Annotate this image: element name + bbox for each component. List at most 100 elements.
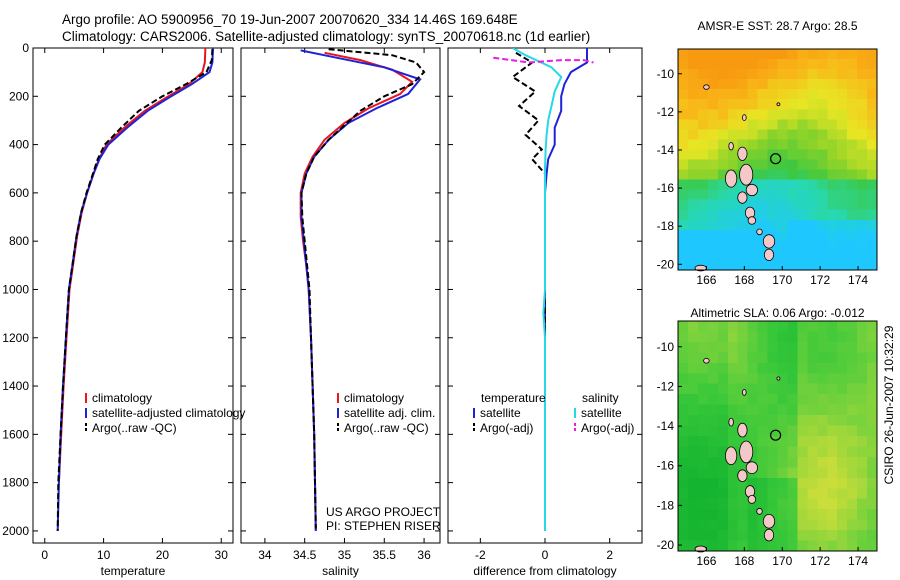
sla_map-heatmap-cell bbox=[678, 341, 689, 353]
sst_map-heatmap-cell bbox=[688, 49, 699, 60]
sst_map-heatmap-cell bbox=[688, 89, 699, 100]
sla_map-heatmap-cell bbox=[688, 394, 699, 406]
sla_map-heatmap-cell bbox=[857, 456, 868, 468]
sst_map-heatmap-cell bbox=[717, 249, 729, 261]
sst_map-heatmap-cell bbox=[777, 49, 788, 60]
sst_map-heatmap-cell bbox=[678, 189, 689, 201]
sla_map-heatmap-cell bbox=[697, 415, 709, 427]
sst_map-heatmap-cell bbox=[827, 169, 838, 181]
sst_map-heatmap-cell bbox=[707, 49, 719, 60]
sla_map-heatmap-cell bbox=[757, 488, 769, 500]
sla_map-heatmap-cell bbox=[827, 425, 838, 437]
sla_map-heatmap-cell bbox=[807, 415, 818, 427]
sla_map-heatmap-cell bbox=[747, 321, 759, 333]
sla_map-heatmap-cell bbox=[827, 415, 838, 427]
sla_map-heatmap-cell bbox=[688, 331, 699, 343]
sla_map-heatmap-cell bbox=[757, 373, 769, 385]
sla_map-heatmap-cell bbox=[688, 509, 699, 521]
sst_map-heatmap-cell bbox=[777, 219, 788, 231]
sst_map-heatmap-cell bbox=[837, 129, 848, 140]
sla_map-heatmap-cell bbox=[777, 425, 788, 437]
sst_map-heatmap-cell bbox=[717, 69, 729, 80]
sla_map-heatmap-cell bbox=[797, 530, 808, 542]
sla_map-heatmap-cell bbox=[777, 540, 788, 552]
sla_map-island bbox=[739, 440, 754, 464]
temperature-ytick-label: 0 bbox=[22, 41, 29, 55]
difference-series-group bbox=[493, 48, 594, 531]
sst_map-heatmap-cell bbox=[867, 89, 878, 100]
sst_map-heatmap-cell bbox=[867, 49, 878, 60]
sst_map-heatmap-cell bbox=[757, 99, 769, 110]
difference-legend-title: temperature bbox=[481, 391, 546, 405]
sst_map-heatmap-cell bbox=[747, 260, 759, 271]
sla_map-heatmap-cell bbox=[697, 488, 709, 500]
sla_map-heatmap-cell bbox=[827, 341, 838, 353]
sst_map-heatmap-cell bbox=[827, 260, 838, 271]
sst_map-heatmap-cell bbox=[817, 159, 828, 171]
sla_map-heatmap-cell bbox=[737, 321, 749, 333]
sst_map-ytick-label: -10 bbox=[657, 67, 675, 81]
sst_map-heatmap-cell bbox=[717, 199, 729, 211]
sla_map-heatmap-cell bbox=[807, 331, 818, 343]
temperature-panel bbox=[32, 47, 234, 544]
sst_map-heatmap-cell bbox=[837, 149, 848, 161]
sla_map-heatmap-cell bbox=[797, 352, 808, 364]
sla_map-heatmap-cell bbox=[807, 498, 818, 510]
sla_map-heatmap-cell bbox=[797, 498, 808, 510]
sst_map-heatmap-cell bbox=[757, 109, 769, 120]
sla_map-heatmap-cell bbox=[857, 509, 868, 521]
sla_map-heatmap-cell bbox=[817, 446, 828, 458]
sst_map-heatmap-cell bbox=[857, 189, 868, 201]
sst_map-heatmap-cell bbox=[837, 169, 848, 181]
sst_map-heatmap-cell bbox=[787, 209, 798, 221]
sst_map-axes-frame bbox=[677, 48, 878, 271]
sla_map-heatmap-cell bbox=[717, 352, 729, 364]
sst_map-heatmap-cell bbox=[827, 59, 838, 70]
sla_map-heatmap-cell bbox=[707, 425, 719, 437]
sla_map-heatmap-cell bbox=[837, 394, 848, 406]
salinity-xtick-label: 35.5 bbox=[373, 548, 397, 562]
sst_map-heatmap-cell bbox=[867, 189, 878, 201]
sst_map-heatmap-cell bbox=[847, 229, 858, 241]
sst_map-heatmap-cell bbox=[777, 179, 788, 191]
sst_map-heatmap-cell bbox=[867, 209, 878, 221]
sst_map-heatmap-cell bbox=[688, 129, 699, 140]
sst_map-heatmap-cell bbox=[717, 209, 729, 221]
sst_map-heatmap-cell bbox=[697, 239, 709, 251]
sst_map-heatmap-cell bbox=[747, 119, 759, 130]
sst_map-heatmap-cell bbox=[837, 229, 848, 241]
sst_map-heatmap-cell bbox=[707, 59, 719, 70]
sst_map-heatmap-cell bbox=[697, 249, 709, 261]
sla_map-heatmap-cell bbox=[727, 383, 739, 395]
sla_map-heatmap-cell bbox=[827, 404, 838, 416]
sst_map-heatmap-cell bbox=[747, 159, 759, 171]
sla_map-heatmap-cell bbox=[737, 331, 749, 343]
sst_map-heatmap-cell bbox=[847, 69, 858, 80]
sst_map-heatmap-cell bbox=[707, 119, 719, 130]
sla_map-heatmap-cell bbox=[777, 498, 788, 510]
sla_map-heatmap-cell bbox=[867, 362, 878, 374]
sla_map-heatmap-cell bbox=[857, 477, 868, 489]
sst_map-heatmap-cell bbox=[757, 119, 769, 130]
sst_map-heatmap-cell bbox=[767, 79, 778, 90]
sst_map-heatmap-cell bbox=[787, 229, 798, 241]
sst_map-heatmap-cell bbox=[697, 209, 709, 221]
sla_map-heatmap-cell bbox=[678, 404, 689, 416]
sst_map-heatmap-cell bbox=[747, 239, 759, 251]
sst_map-heatmap-cell bbox=[678, 229, 689, 241]
sst_map-heatmap-cell bbox=[717, 59, 729, 70]
sla_map-heatmap-cell bbox=[797, 362, 808, 374]
sla_map-heatmap-cell bbox=[807, 477, 818, 489]
sst_map-island bbox=[724, 169, 738, 188]
sst_map-island bbox=[763, 248, 775, 261]
sla_map-heatmap-cell bbox=[688, 436, 699, 448]
sst_map-float-marker bbox=[769, 153, 782, 165]
sst_map-heatmap-cell bbox=[817, 99, 828, 110]
sst_map-heatmap-cell bbox=[737, 199, 749, 211]
sla_map-heatmap-cell bbox=[837, 498, 848, 510]
sst_map-heatmap-cell bbox=[857, 229, 868, 241]
sst_map-heatmap-cell bbox=[817, 149, 828, 161]
temperature-ytick-label: 400 bbox=[9, 138, 29, 152]
sst_map-heatmap-cell bbox=[797, 129, 808, 140]
sla_map-heatmap-cell bbox=[837, 509, 848, 521]
